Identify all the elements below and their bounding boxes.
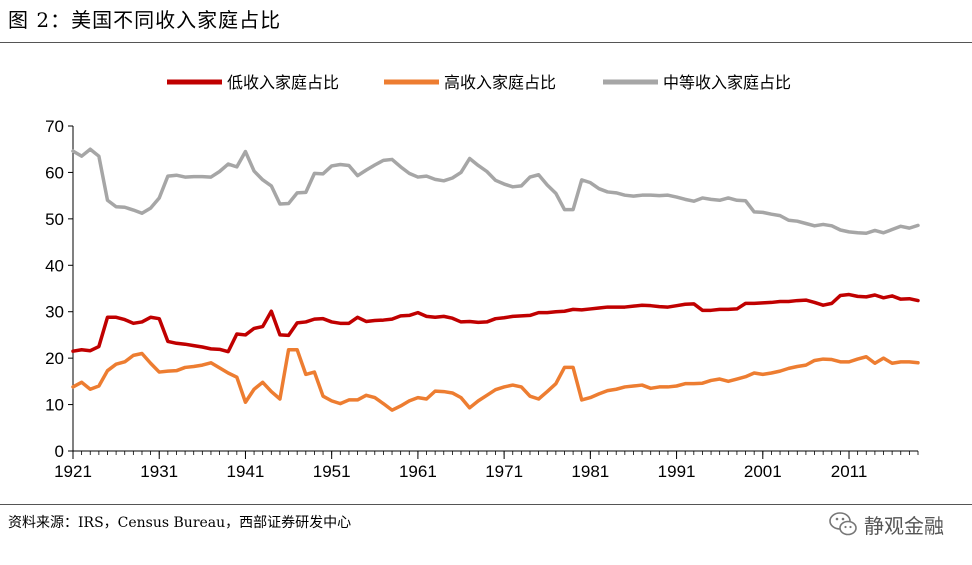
x-tick-label: 1931 <box>140 462 178 481</box>
source-note: 资料来源：IRS，Census Bureau，西部证券研发中心 <box>8 515 352 531</box>
watermark: 静观金融 <box>828 509 944 539</box>
y-tick-label: 70 <box>45 117 64 136</box>
x-tick-label: 1981 <box>571 462 609 481</box>
y-tick-label: 0 <box>55 442 64 461</box>
x-tick-label: 1921 <box>54 462 92 481</box>
y-tick-label: 50 <box>45 210 64 229</box>
series-group <box>71 147 920 412</box>
series-line-0 <box>71 292 920 354</box>
y-tick-label: 10 <box>45 396 64 415</box>
x-tick-label: 1941 <box>227 462 265 481</box>
watermark-text: 静观金融 <box>864 513 944 538</box>
y-tick-label: 60 <box>45 163 64 182</box>
x-tick-label: 1991 <box>658 462 696 481</box>
y-tick-label: 40 <box>45 256 64 275</box>
legend-label-2: 中等收入家庭占比 <box>663 73 791 92</box>
figure-title: 图 2：美国不同收入家庭占比 <box>8 8 282 32</box>
x-tick-label: 2001 <box>744 462 782 481</box>
wechat-icon <box>829 512 857 536</box>
series-line-2 <box>71 147 920 235</box>
top-divider <box>0 42 972 43</box>
legend-label-0: 低收入家庭占比 <box>227 73 339 92</box>
x-axis: 1921 1931 1941 1951 1961 1971 1981 1991 2001 2011 <box>54 450 919 481</box>
x-tick-label: 1961 <box>399 462 437 481</box>
series-line-1 <box>71 348 920 412</box>
legend-label-1: 高收入家庭占比 <box>444 73 556 92</box>
x-tick-label: 1971 <box>485 462 523 481</box>
y-tick-label: 30 <box>45 303 64 322</box>
x-tick-label: 1951 <box>313 462 351 481</box>
bottom-divider <box>0 504 972 505</box>
line-chart: 低收入家庭占比 高收入家庭占比 中等收入家庭占比 0 10 20 30 40 50 60 70 1… <box>45 73 920 481</box>
chart-legend: 低收入家庭占比 高收入家庭占比 中等收入家庭占比 <box>167 73 791 92</box>
x-tick-label: 2011 <box>831 462 868 481</box>
y-tick-label: 20 <box>45 349 64 368</box>
y-axis: 0 10 20 30 40 50 60 70 <box>45 117 74 461</box>
